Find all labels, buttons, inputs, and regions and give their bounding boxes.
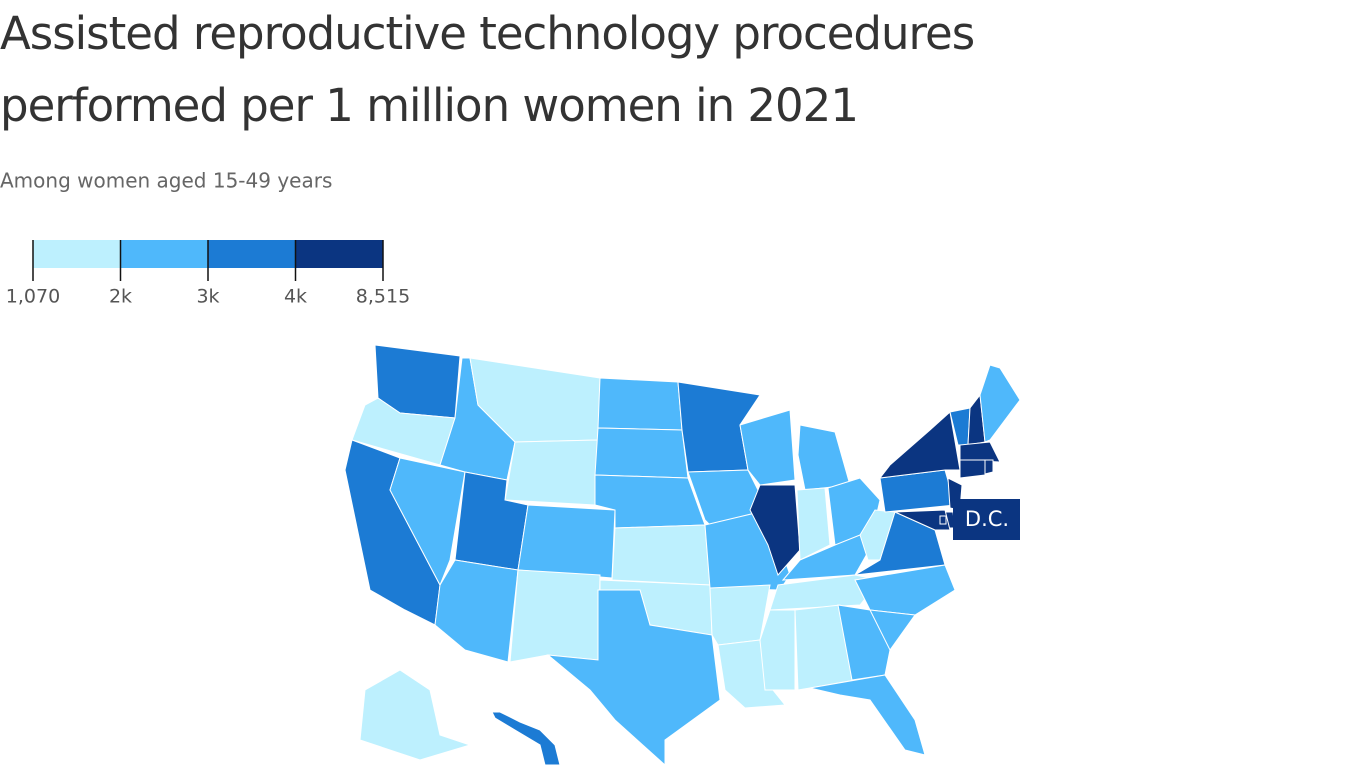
legend-label: 2k	[109, 286, 132, 308]
region	[517, 504, 616, 579]
region	[491, 711, 561, 766]
legend-swatch	[295, 240, 383, 268]
legend-label: 1,070	[6, 286, 60, 308]
map: D.C.	[344, 344, 1021, 767]
chart-title: Assisted reproductive technology procedu…	[0, 7, 975, 132]
region	[837, 604, 891, 681]
region	[809, 674, 926, 756]
region	[939, 515, 947, 525]
region	[434, 559, 519, 663]
region	[749, 484, 801, 576]
region	[959, 441, 1001, 463]
legend-swatch	[208, 240, 296, 268]
region-label-box	[953, 499, 1020, 540]
legend-swatch	[33, 240, 121, 268]
region	[796, 487, 831, 561]
region	[959, 459, 986, 479]
chart-subtitle: Among women aged 15-49 years	[0, 169, 332, 193]
legend-label: 4k	[284, 286, 307, 308]
region	[979, 364, 1021, 443]
region	[504, 439, 599, 506]
region	[739, 409, 796, 486]
legend-label: 8,515	[356, 286, 410, 308]
region	[984, 459, 994, 475]
region	[878, 411, 961, 479]
region-label: D.C.	[965, 507, 1009, 531]
region	[759, 609, 796, 691]
legend-label: 3k	[196, 286, 219, 308]
region	[546, 589, 721, 767]
region	[894, 509, 951, 531]
region	[594, 427, 689, 479]
region	[359, 669, 472, 761]
region	[597, 377, 683, 431]
region	[797, 424, 851, 491]
legend-swatch	[120, 240, 208, 268]
title-box: Assisted reproductive technology procedu…	[0, 7, 975, 132]
region	[509, 569, 601, 663]
legend: 1,070 2k 3k 4k 8,515	[6, 240, 410, 308]
region	[611, 524, 711, 586]
region	[854, 564, 956, 616]
region	[389, 457, 466, 587]
